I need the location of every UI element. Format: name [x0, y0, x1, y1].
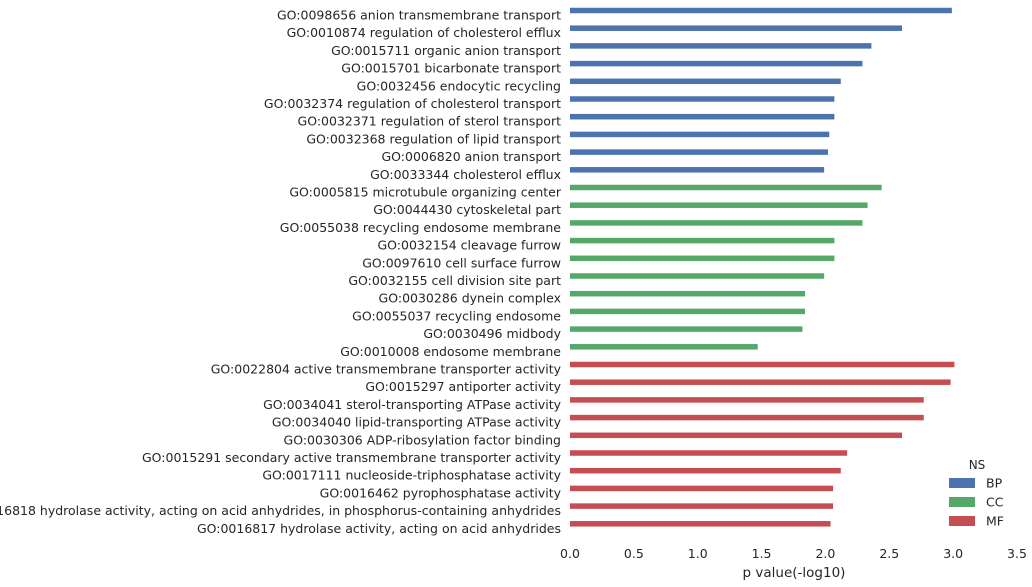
bar-mf [570, 397, 924, 403]
x-tick-label: 3.0 [943, 546, 963, 561]
bar-cc [570, 326, 803, 332]
category-label: GO:0016818 hydrolase activity, acting on… [0, 503, 561, 518]
category-label: GO:0030286 dynein complex [379, 291, 561, 306]
legend-swatch-mf [949, 516, 975, 526]
x-axis-ticks: 0.0 0.5 1.0 1.5 2.0 2.5 3.0 3.5 [560, 546, 1027, 561]
bar-cc [570, 202, 868, 208]
bar-cc [570, 255, 835, 262]
bar-mf [570, 503, 834, 509]
category-label: GO:0030306 ADP-ribosylation factor bindi… [284, 432, 561, 447]
category-label: GO:0030496 midbody [423, 326, 561, 341]
bar-bp [570, 60, 863, 67]
category-label: GO:0033344 cholesterol efflux [370, 167, 561, 182]
category-label: GO:0032371 regulation of sterol transpor… [298, 114, 562, 129]
category-label: GO:0098656 anion transmembrane transport [277, 8, 561, 23]
category-label: GO:0097610 cell surface furrow [362, 255, 561, 270]
legend-entries: BP CC MF [949, 476, 1004, 529]
bar-cc [570, 273, 825, 279]
category-label: GO:0016462 pyrophosphatase activity [320, 485, 562, 500]
legend-swatch-bp [949, 478, 975, 488]
category-label: GO:0006820 anion transport [381, 149, 561, 164]
legend-label-cc: CC [986, 495, 1004, 510]
bar-mf [570, 361, 955, 368]
bar-cc [570, 308, 805, 315]
bar-mf [570, 521, 831, 527]
category-label: GO:0015297 antiporter activity [365, 379, 561, 394]
category-label: GO:0005815 microtubule organizing center [289, 185, 562, 200]
x-tick-label: 1.5 [752, 546, 772, 561]
legend-label-bp: BP [986, 476, 1003, 491]
category-label: GO:0022804 active transmembrane transpor… [211, 362, 562, 377]
bar-bp [570, 149, 828, 155]
category-label: GO:0032456 endocytic recycling [357, 78, 561, 93]
bar-cc [570, 290, 805, 297]
bar-bp [570, 43, 872, 49]
category-label: GO:0015711 organic anion transport [331, 43, 561, 58]
bar-mf [570, 485, 834, 492]
bar-mf [570, 467, 841, 474]
category-labels: GO:0098656 anion transmembrane transport… [0, 8, 562, 536]
x-tick-label: 2.0 [815, 546, 835, 561]
bar-bp [570, 78, 841, 85]
bar-cc [570, 344, 758, 350]
legend-title: NS [969, 458, 986, 472]
bar-mf [570, 414, 924, 421]
bar-mf [570, 432, 903, 439]
bar-cc [570, 184, 882, 191]
bar-bp [570, 113, 835, 120]
legend-label-mf: MF [986, 514, 1004, 529]
category-label: GO:0032368 regulation of lipid transport [306, 131, 561, 146]
bar-bp [570, 7, 952, 14]
bar-bp [570, 131, 830, 138]
bar-mf [570, 379, 951, 385]
bar-bp [570, 96, 835, 102]
bars-layer [570, 7, 955, 527]
category-label: GO:0015291 secondary active transmembran… [142, 450, 562, 465]
category-label: GO:0055038 recycling endosome membrane [280, 220, 562, 235]
bar-mf [570, 450, 848, 456]
category-label: GO:0015701 bicarbonate transport [341, 61, 561, 76]
x-tick-label: 0.5 [624, 546, 644, 561]
legend-swatch-cc [949, 497, 975, 507]
x-tick-label: 3.5 [1007, 546, 1027, 561]
category-label: GO:0034041 sterol-transporting ATPase ac… [263, 397, 562, 412]
bar-cc [570, 237, 835, 244]
bar-cc [570, 220, 863, 226]
bar-bp [570, 167, 825, 173]
category-label: GO:0010874 regulation of cholesterol eff… [287, 25, 561, 40]
x-axis-label: p value(-log10) [743, 565, 846, 581]
category-label: GO:0032154 cleavage furrow [378, 238, 562, 253]
category-label: GO:0055037 recycling endosome [352, 308, 561, 323]
category-label: GO:0034040 lipid-transporting ATPase act… [272, 415, 562, 430]
x-tick-label: 1.0 [688, 546, 708, 561]
category-label: GO:0017111 nucleoside-triphosphatase act… [262, 468, 561, 483]
category-label: GO:0032374 regulation of cholesterol tra… [264, 96, 561, 111]
category-label: GO:0032155 cell division site part [348, 273, 561, 288]
x-tick-label: 0.0 [560, 546, 580, 561]
category-label: GO:0044430 cytoskeletal part [373, 202, 561, 217]
legend: NS BP CC MF [949, 458, 1004, 529]
x-tick-label: 2.5 [879, 546, 899, 561]
category-label: GO:0016817 hydrolase activity, acting on… [197, 521, 561, 536]
bar-bp [570, 25, 903, 31]
category-label: GO:0010008 endosome membrane [340, 344, 561, 359]
